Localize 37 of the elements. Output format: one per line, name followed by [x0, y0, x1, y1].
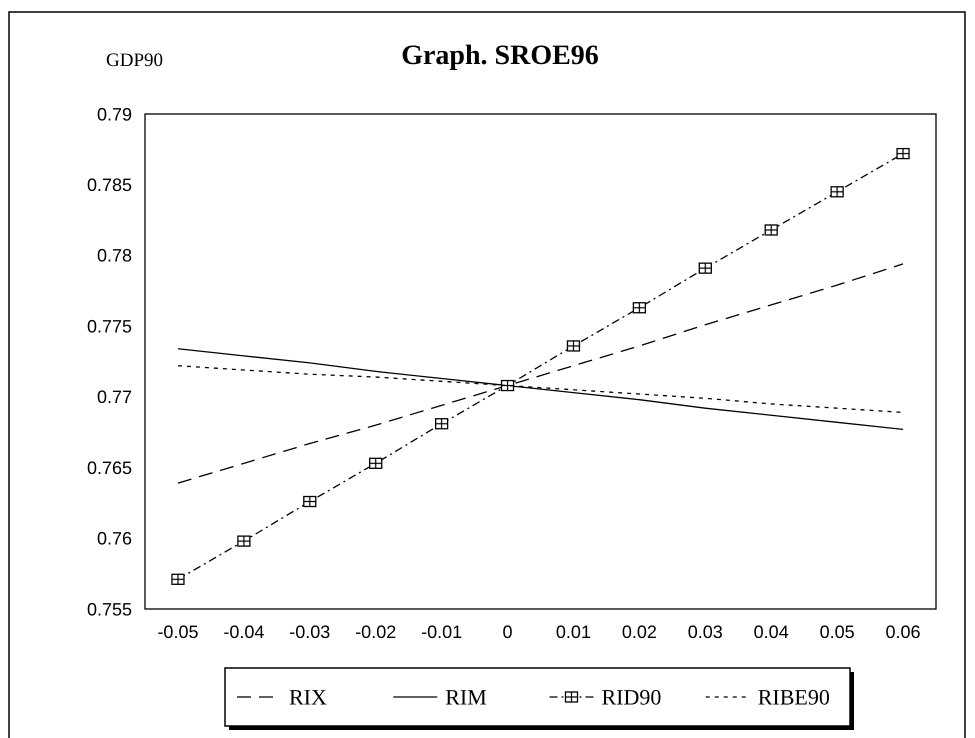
y-tick-label: 0.775 [86, 316, 132, 336]
legend-label: RIM [445, 684, 487, 710]
point [764, 224, 778, 236]
point [698, 262, 712, 274]
y-tick-label: 0.76 [96, 528, 132, 549]
legend-label: RIX [289, 684, 327, 710]
y-tick-label: 0.765 [86, 458, 132, 478]
x-tick-label: -0.01 [421, 622, 462, 642]
y-tick-label: 0.78 [96, 246, 132, 266]
x-tick-label: 0 [502, 622, 513, 642]
x-tick-label: -0.03 [289, 622, 330, 642]
point [171, 574, 185, 585]
y-tick-label: 0.755 [86, 599, 132, 620]
point [830, 186, 844, 198]
x-tick-label: 0.03 [688, 622, 723, 642]
legend-label: RIBE90 [758, 684, 830, 710]
point [303, 496, 316, 508]
chart-title: Graph. SROE96 [401, 40, 599, 71]
y-tick-label: 0.79 [96, 104, 132, 124]
point [237, 535, 251, 547]
y-tick-label: 0.785 [86, 175, 132, 196]
point [566, 340, 580, 352]
x-tick-label: -0.05 [157, 622, 198, 642]
x-tick-label: -0.04 [223, 622, 264, 642]
x-tick-label: 0.04 [754, 622, 789, 642]
y-tick-label: 0.77 [96, 387, 132, 408]
x-tick-label: -0.02 [355, 622, 396, 642]
x-tick-label: 0.01 [556, 622, 591, 642]
x-tick-label: 0.02 [622, 622, 657, 642]
point [434, 418, 448, 430]
point [896, 148, 910, 160]
legend-label: RID90 [602, 684, 662, 710]
x-tick-label: 0.06 [886, 622, 921, 642]
point [632, 302, 646, 314]
point [369, 458, 382, 469]
y-axis-title: GDP90 [106, 50, 164, 71]
x-tick-label: 0.05 [820, 622, 855, 642]
